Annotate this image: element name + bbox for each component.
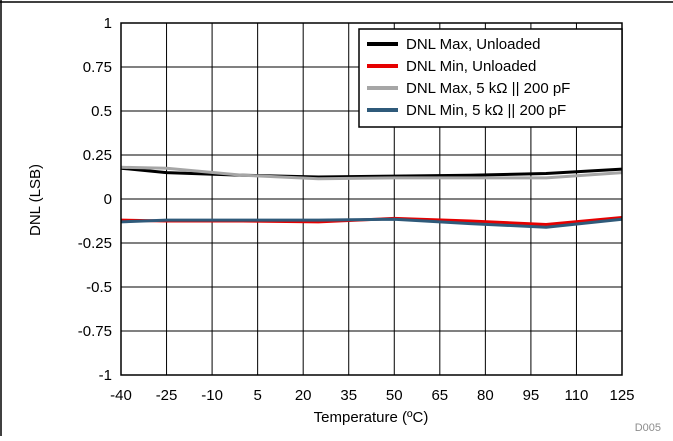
y-tick-label: -0.25 xyxy=(78,235,112,252)
legend-label-1: DNL Min, Unloaded xyxy=(406,58,536,75)
y-tick-label: 1 xyxy=(104,15,112,32)
legend-label-0: DNL Max, Unloaded xyxy=(406,36,541,53)
x-tick-label: 5 xyxy=(253,387,261,404)
x-tick-label: 110 xyxy=(564,387,588,404)
y-tick-label: -1 xyxy=(99,367,112,384)
y-tick-label: 0 xyxy=(104,191,112,208)
x-tick-labels: -40 -25 -10 5 20 35 50 65 80 95 110 125 xyxy=(110,387,634,404)
x-axis-title: Temperature (ºC) xyxy=(314,409,429,426)
y-tick-label: -0.75 xyxy=(78,323,112,340)
y-tick-labels: 1 0.75 0.5 0.25 0 -0.25 -0.5 -0.75 -1 xyxy=(78,15,112,384)
legend-box xyxy=(358,28,623,128)
legend-label-2: DNL Max, 5 kΩ || 200 pF xyxy=(406,80,570,97)
x-tick-label: 125 xyxy=(609,387,634,404)
series-line-2 xyxy=(120,165,623,181)
series-line-3 xyxy=(120,217,623,229)
series-layer xyxy=(120,165,623,229)
y-tick-label: -0.5 xyxy=(86,279,112,296)
x-tick-label: 50 xyxy=(386,387,403,404)
legend: DNL Max, Unloaded DNL Min, Unloaded DNL Ma… xyxy=(358,28,623,128)
x-tick-label: 95 xyxy=(523,387,540,404)
x-tick-label: -25 xyxy=(156,387,178,404)
x-tick-label: -40 xyxy=(110,387,132,404)
plot-frame xyxy=(120,22,623,376)
y-tick-label: 0.75 xyxy=(83,59,112,76)
y-axis-title: DNL (LSB) xyxy=(27,164,44,236)
figure-id-footnote: D005 xyxy=(635,422,661,434)
x-tick-label: -10 xyxy=(201,387,223,404)
legend-items: DNL Max, Unloaded DNL Min, Unloaded DNL Ma… xyxy=(367,36,570,119)
y-tick-label: 0.5 xyxy=(91,103,112,120)
series-line-0 xyxy=(120,166,623,179)
legend-label-3: DNL Min, 5 kΩ || 200 pF xyxy=(406,102,566,119)
y-tick-label: 0.25 xyxy=(83,147,112,164)
x-tick-label: 20 xyxy=(295,387,312,404)
x-tick-label: 65 xyxy=(431,387,448,404)
x-tick-label: 80 xyxy=(477,387,494,404)
x-tick-label: 35 xyxy=(340,387,357,404)
